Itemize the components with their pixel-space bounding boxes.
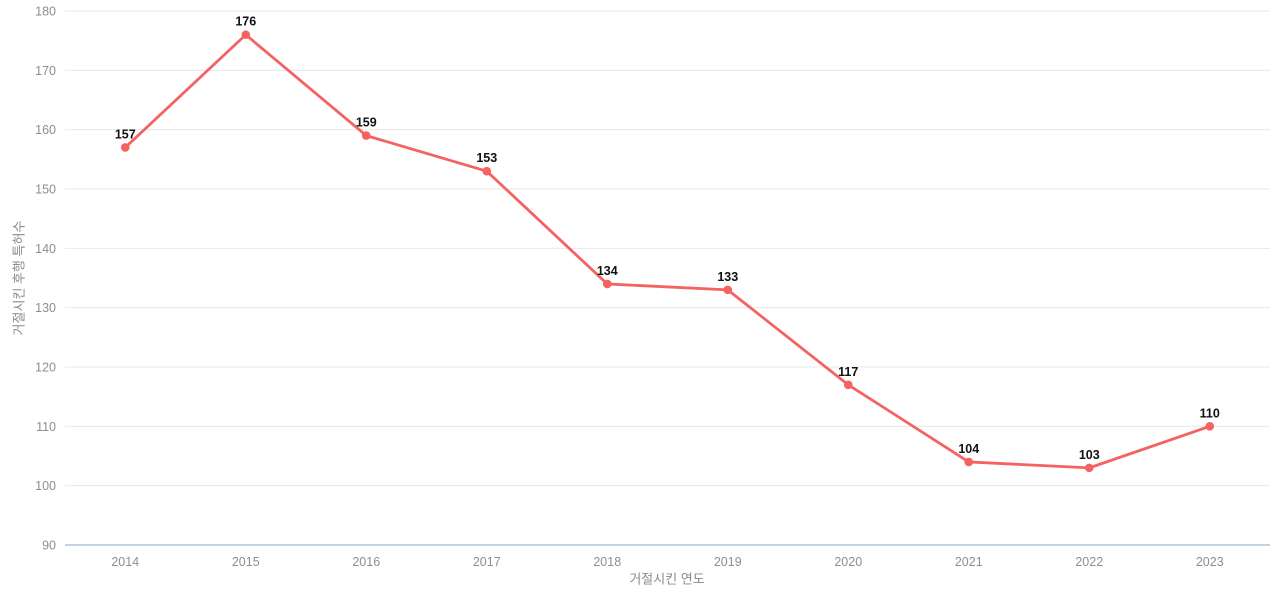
data-point-label: 103 (1079, 448, 1100, 462)
x-tick-label: 2017 (473, 555, 501, 569)
x-tick-label: 2016 (352, 555, 380, 569)
data-point (1205, 422, 1215, 431)
x-tick-label: 2020 (834, 555, 862, 569)
y-tick-label: 130 (35, 301, 56, 315)
data-point-label: 159 (356, 116, 377, 130)
data-point (361, 131, 371, 140)
data-point-label: 110 (1200, 406, 1220, 420)
data-point (241, 30, 251, 40)
data-point-label: 134 (597, 264, 618, 278)
data-point (482, 166, 492, 176)
y-tick-label: 120 (35, 361, 56, 375)
x-tick-label: 2015 (232, 555, 260, 569)
data-point-label: 117 (838, 365, 858, 379)
data-point (964, 457, 974, 467)
y-tick-label: 150 (35, 183, 56, 197)
data-point-label: 153 (476, 151, 497, 165)
y-tick-label: 110 (36, 420, 56, 434)
y-tick-label: 170 (35, 64, 56, 78)
x-tick-label: 2019 (714, 555, 742, 569)
y-tick-label: 90 (42, 539, 56, 553)
x-tick-label: 2021 (955, 555, 983, 569)
data-point (843, 380, 853, 390)
y-tick-label: 140 (35, 242, 56, 256)
x-tick-label: 2022 (1075, 555, 1103, 569)
data-point-label: 157 (115, 127, 136, 141)
y-axis-title: 거절시킨 후행 특허수 (11, 220, 27, 336)
y-tick-label: 180 (35, 5, 56, 19)
data-point (120, 143, 130, 152)
data-point (723, 285, 733, 295)
x-tick-label: 2014 (111, 555, 139, 569)
y-tick-label: 160 (35, 123, 56, 137)
data-point (602, 279, 612, 289)
data-point-label: 176 (235, 15, 256, 29)
data-line (123, 33, 1212, 470)
x-tick-label: 2023 (1196, 555, 1224, 569)
y-tick-label: 100 (35, 479, 56, 493)
data-point (1084, 463, 1094, 473)
x-axis-title: 거절시킨 연도 (629, 571, 705, 587)
data-point-label: 104 (958, 442, 979, 456)
data-point-label: 133 (717, 270, 738, 284)
x-tick-label: 2018 (593, 555, 621, 569)
